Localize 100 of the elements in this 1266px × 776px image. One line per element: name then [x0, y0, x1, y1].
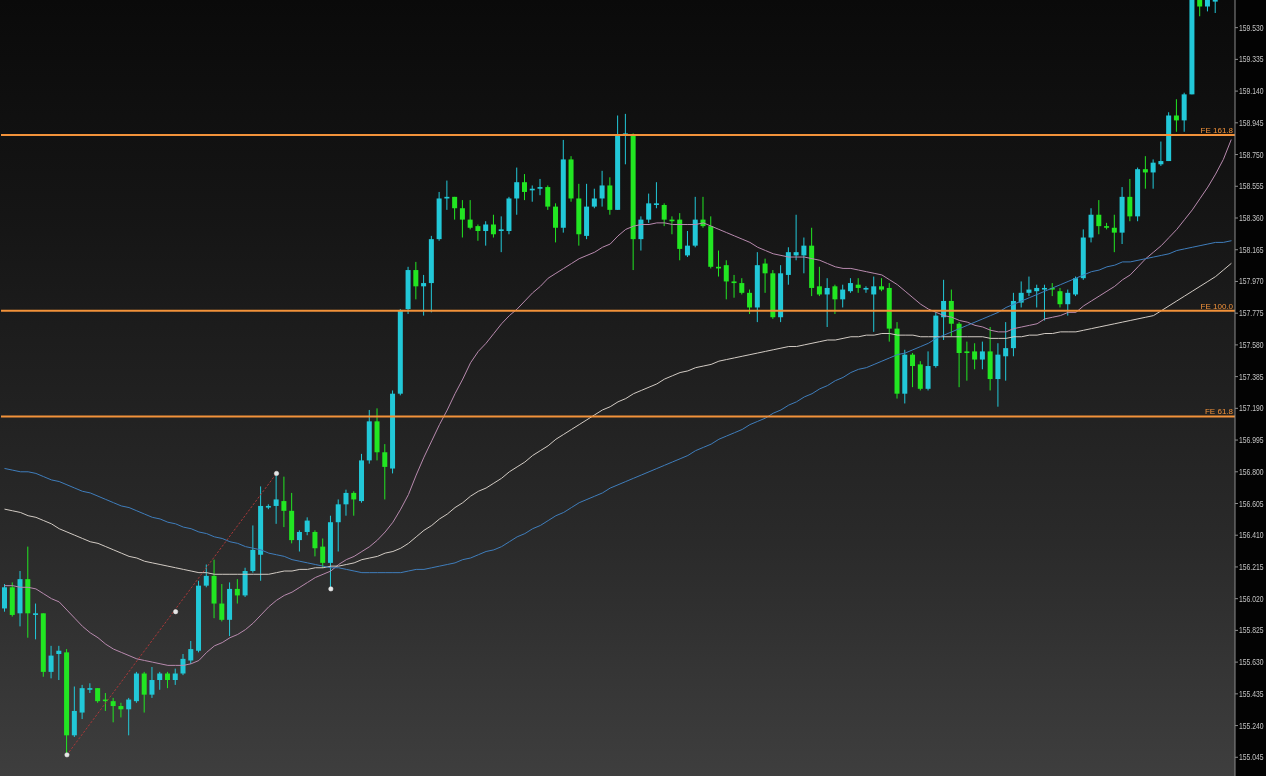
y-tick-label: 157.385 — [1239, 371, 1264, 382]
candlestick — [801, 237, 807, 274]
candlestick — [747, 289, 753, 315]
candlestick — [490, 214, 496, 239]
candlestick — [910, 352, 916, 388]
candlestick — [723, 259, 729, 300]
candlestick — [498, 215, 504, 253]
ref-line-label: FE 100.0 — [1200, 301, 1234, 311]
y-tick-label: 158.165 — [1239, 244, 1264, 255]
candlestick — [180, 653, 186, 676]
y-tick-label: 157.190 — [1239, 403, 1264, 414]
y-tick-label: 156.215 — [1239, 562, 1264, 573]
candlestick — [413, 261, 419, 300]
candlestick — [110, 697, 116, 723]
candlestick — [863, 285, 869, 294]
y-tick-label: 156.995 — [1239, 435, 1264, 446]
y-tick-label: 158.360 — [1239, 213, 1264, 224]
y-tick-label: 157.970 — [1239, 276, 1264, 287]
candlestick — [832, 284, 838, 315]
candlestick — [1127, 178, 1133, 222]
candlestick — [553, 202, 559, 243]
y-tick-label: 155.240 — [1239, 720, 1264, 731]
candlestick — [296, 529, 302, 552]
candlestick — [335, 498, 341, 552]
candlestick — [48, 645, 54, 679]
candlestick — [421, 274, 427, 317]
candlestick — [871, 276, 877, 333]
candlestick — [638, 215, 644, 252]
candlestick — [731, 274, 737, 299]
candlestick — [793, 214, 799, 261]
candlestick — [646, 193, 652, 224]
ref-line-label: FE 161.8 — [1200, 126, 1234, 136]
candlestick — [653, 181, 659, 209]
y-tick-label: 159.335 — [1239, 54, 1264, 65]
candlestick — [1065, 289, 1071, 317]
candlestick — [840, 284, 846, 308]
candlestick — [514, 167, 520, 216]
candlestick — [964, 341, 970, 382]
candlestick — [343, 489, 349, 517]
candlestick — [785, 246, 791, 286]
candlestick — [281, 476, 287, 528]
candlestick — [521, 173, 527, 201]
candlestick — [126, 697, 132, 736]
candlestick — [459, 199, 465, 239]
candlestick — [1142, 155, 1148, 190]
candlestick — [1057, 287, 1063, 308]
y-tick-label: 157.775 — [1239, 308, 1264, 319]
candlestick — [467, 199, 473, 230]
y-tick-label: 155.630 — [1239, 657, 1264, 668]
candlestick — [824, 277, 830, 328]
candlestick — [475, 224, 481, 242]
candlestick — [149, 666, 155, 699]
candlestick — [1158, 141, 1164, 167]
candlestick — [591, 188, 597, 209]
candlestick — [762, 258, 768, 294]
candlestick — [1041, 284, 1047, 321]
candlestick — [118, 702, 124, 718]
y-tick-label: 158.555 — [1239, 181, 1264, 192]
y-tick-label: 156.605 — [1239, 498, 1264, 509]
candlestick — [816, 266, 822, 297]
candlestick — [483, 220, 489, 247]
candlestick — [87, 682, 93, 694]
candlestick — [312, 529, 318, 557]
y-tick-label: 155.435 — [1239, 689, 1264, 700]
ref-line-label: FE 61.8 — [1204, 407, 1234, 417]
candlestick — [1111, 214, 1117, 253]
candlestick — [1034, 284, 1040, 308]
candlestick — [1026, 276, 1032, 297]
candlestick — [33, 603, 39, 640]
candlestick — [351, 490, 357, 517]
candlestick — [219, 583, 225, 622]
candlestick — [382, 443, 388, 500]
y-tick-label: 158.750 — [1239, 149, 1264, 160]
candlestick — [234, 578, 240, 605]
y-tick-label: 155.045 — [1239, 752, 1264, 763]
candlestick — [599, 170, 605, 208]
y-tick-label: 157.580 — [1239, 340, 1264, 351]
y-tick-label: 158.945 — [1239, 118, 1264, 129]
candlestick — [2, 583, 7, 613]
candlestick — [1088, 207, 1094, 243]
candlestick — [1073, 276, 1079, 297]
y-tick-label: 156.410 — [1239, 530, 1264, 541]
y-tick-label: 155.825 — [1239, 625, 1264, 636]
candlestick — [545, 184, 551, 211]
candlestick — [972, 342, 978, 370]
candlestick — [925, 350, 931, 391]
candlestick — [661, 202, 667, 227]
candlestick — [203, 564, 209, 588]
candlestick — [684, 230, 690, 258]
y-tick-label: 159.140 — [1239, 86, 1264, 97]
candlestick — [56, 645, 62, 681]
y-tick-label: 156.020 — [1239, 593, 1264, 604]
candlestick — [537, 178, 543, 196]
candlestick — [188, 640, 194, 665]
candlestick — [1096, 199, 1102, 235]
candlestick — [1003, 321, 1009, 382]
candlestick — [979, 341, 985, 370]
y-tick-label: 159.530 — [1239, 22, 1264, 33]
y-tick-label: 156.800 — [1239, 467, 1264, 477]
candlestick — [250, 524, 256, 574]
